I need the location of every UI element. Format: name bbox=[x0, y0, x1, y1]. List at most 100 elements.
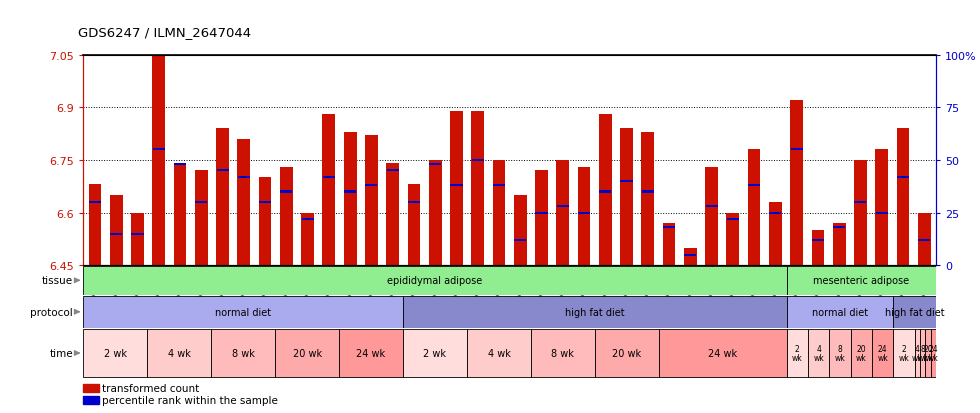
Bar bbox=[280, 168, 293, 266]
Text: 4
wk: 4 wk bbox=[813, 344, 824, 363]
Text: 2 wk: 2 wk bbox=[423, 348, 447, 358]
Bar bbox=[153, 149, 165, 151]
Bar bbox=[706, 168, 718, 266]
Text: 24 wk: 24 wk bbox=[357, 348, 385, 358]
Text: 4 wk: 4 wk bbox=[487, 348, 511, 358]
Bar bbox=[467, 330, 531, 377]
Text: 20
wk: 20 wk bbox=[856, 344, 866, 363]
Bar bbox=[408, 202, 420, 204]
Text: 24
wk: 24 wk bbox=[928, 344, 939, 363]
Bar bbox=[344, 133, 357, 266]
Text: 20 wk: 20 wk bbox=[612, 348, 641, 358]
Bar bbox=[769, 202, 782, 266]
Text: tissue: tissue bbox=[42, 275, 74, 285]
Bar bbox=[429, 164, 441, 166]
Text: normal diet: normal diet bbox=[811, 307, 868, 317]
Bar bbox=[275, 330, 339, 377]
Bar bbox=[450, 112, 463, 266]
Text: 4
wk: 4 wk bbox=[911, 344, 922, 363]
Bar bbox=[925, 330, 931, 377]
Bar bbox=[514, 195, 526, 266]
Text: time: time bbox=[49, 348, 74, 358]
Bar bbox=[920, 330, 925, 377]
Bar bbox=[83, 266, 787, 295]
Bar bbox=[131, 233, 144, 235]
Text: high fat diet: high fat diet bbox=[885, 307, 945, 317]
Bar bbox=[854, 161, 866, 266]
Bar bbox=[259, 202, 271, 204]
Bar bbox=[684, 248, 697, 266]
Bar bbox=[344, 191, 356, 193]
Text: 20
wk: 20 wk bbox=[922, 344, 933, 363]
Text: epididymal adipose: epididymal adipose bbox=[387, 275, 482, 285]
Bar bbox=[706, 206, 717, 208]
Bar bbox=[872, 330, 894, 377]
Bar bbox=[829, 330, 851, 377]
Text: GDS6247 / ILMN_2647044: GDS6247 / ILMN_2647044 bbox=[78, 26, 252, 39]
Bar bbox=[88, 185, 101, 266]
Bar bbox=[897, 129, 909, 266]
Bar bbox=[83, 396, 99, 404]
Bar bbox=[212, 330, 275, 377]
Bar bbox=[811, 239, 824, 242]
Bar bbox=[259, 178, 271, 266]
Bar bbox=[83, 330, 147, 377]
Bar bbox=[110, 233, 122, 235]
Bar bbox=[386, 170, 399, 172]
Bar bbox=[684, 254, 697, 256]
Bar bbox=[153, 55, 166, 266]
Bar bbox=[195, 171, 208, 266]
Bar bbox=[748, 150, 760, 266]
Bar bbox=[769, 212, 781, 214]
Bar bbox=[174, 164, 186, 166]
Bar bbox=[408, 185, 420, 266]
Bar bbox=[451, 185, 463, 187]
Text: mesenteric adipose: mesenteric adipose bbox=[813, 275, 909, 285]
Text: 20 wk: 20 wk bbox=[293, 348, 321, 358]
Bar bbox=[386, 164, 399, 266]
Bar bbox=[599, 191, 612, 193]
Text: 2
wk: 2 wk bbox=[792, 344, 803, 363]
Text: high fat diet: high fat diet bbox=[565, 307, 624, 317]
Bar bbox=[471, 159, 484, 161]
Bar bbox=[894, 330, 914, 377]
Bar bbox=[727, 218, 739, 221]
Bar bbox=[918, 213, 931, 266]
Bar bbox=[875, 212, 888, 214]
Bar bbox=[748, 185, 760, 187]
Text: 8
wk: 8 wk bbox=[917, 344, 928, 363]
Text: normal diet: normal diet bbox=[215, 307, 271, 317]
Text: 2 wk: 2 wk bbox=[104, 348, 126, 358]
Bar bbox=[790, 101, 803, 266]
Bar bbox=[322, 176, 335, 178]
Bar bbox=[577, 168, 590, 266]
Bar bbox=[894, 296, 936, 328]
Bar bbox=[595, 330, 659, 377]
Text: 24
wk: 24 wk bbox=[877, 344, 888, 363]
Bar bbox=[493, 185, 505, 187]
Bar bbox=[339, 330, 403, 377]
Bar bbox=[875, 150, 888, 266]
Bar bbox=[642, 133, 655, 266]
Bar bbox=[787, 296, 894, 328]
Bar bbox=[322, 115, 335, 266]
Bar bbox=[659, 330, 787, 377]
Bar bbox=[620, 180, 633, 183]
Bar bbox=[83, 384, 99, 392]
Bar bbox=[557, 161, 569, 266]
Bar bbox=[787, 266, 936, 295]
Bar bbox=[403, 296, 787, 328]
Bar bbox=[931, 330, 936, 377]
Bar bbox=[535, 212, 548, 214]
Bar bbox=[662, 223, 675, 266]
Bar bbox=[642, 191, 654, 193]
Bar bbox=[726, 213, 739, 266]
Bar bbox=[403, 330, 467, 377]
Bar bbox=[787, 330, 808, 377]
Bar bbox=[173, 164, 186, 266]
Bar bbox=[578, 212, 590, 214]
Bar bbox=[791, 149, 803, 151]
Bar bbox=[238, 176, 250, 178]
Bar bbox=[918, 239, 930, 242]
Text: percentile rank within the sample: percentile rank within the sample bbox=[102, 395, 278, 405]
